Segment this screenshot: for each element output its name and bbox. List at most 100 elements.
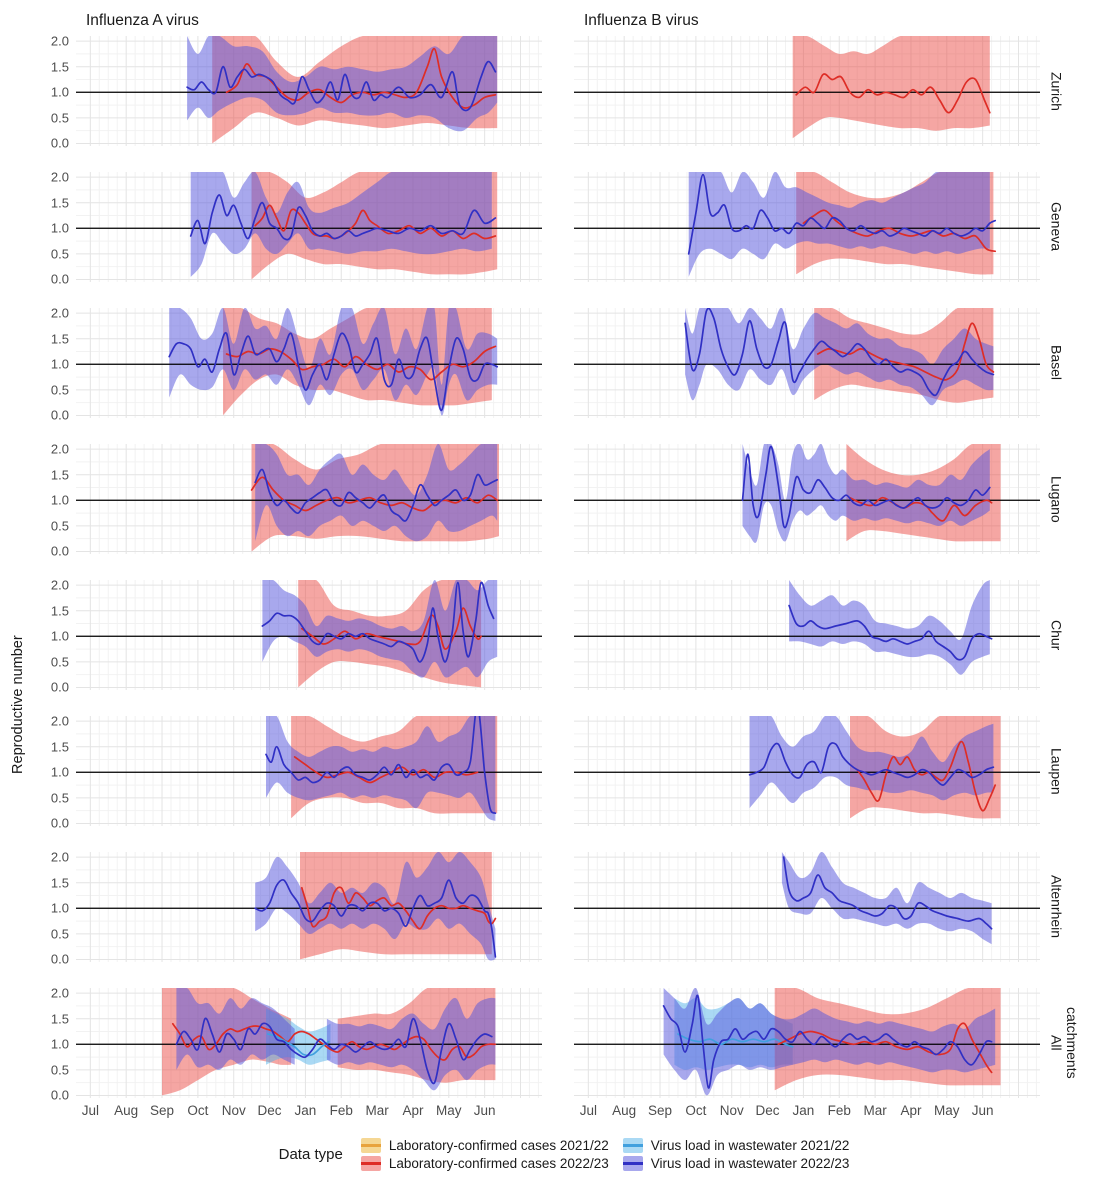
line-ww_2223 bbox=[168, 331, 499, 412]
panel-laupen-influenza-a bbox=[76, 716, 542, 826]
x-tick-label: Oct bbox=[187, 1103, 209, 1118]
ribbon-ww_2223 bbox=[255, 444, 498, 542]
y-tick-label: 0.0 bbox=[50, 679, 69, 695]
y-tick-label: 1.5 bbox=[50, 467, 69, 483]
ribbon-ww_2223 bbox=[749, 716, 994, 809]
x-tick-label: May bbox=[436, 1103, 462, 1118]
strip-cell-chur: Chur bbox=[1040, 580, 1092, 690]
legend-swatch-line-ww_2223 bbox=[622, 1162, 643, 1165]
y-tick-label: 0.0 bbox=[50, 407, 69, 423]
legend-entry-lab_2223: Laboratory-confirmed cases 2022/23 bbox=[360, 1156, 609, 1171]
line-ww_2223 bbox=[186, 60, 497, 112]
strip-cell-geneva: Geneva bbox=[1040, 172, 1092, 282]
strip-label-basel: Basel bbox=[1048, 345, 1065, 381]
legend-swatch-line-ww_2122 bbox=[622, 1144, 643, 1147]
facet-row-laupen: 0.0 0.5 1.0 1.5 2.0 Laupen bbox=[8, 714, 1120, 831]
ribbon-ww_2223 bbox=[255, 852, 496, 961]
line-ww_2223 bbox=[782, 856, 993, 930]
panel-laupen-influenza-b bbox=[574, 716, 1040, 826]
panel-chart-all-catchments-a bbox=[76, 988, 542, 1098]
line-lab_2223 bbox=[856, 740, 997, 812]
x-tick-label: Jun bbox=[473, 1103, 496, 1118]
strip-label-all-catchments: All catchments bbox=[1048, 1007, 1080, 1079]
strip-label-zurich: Zurich bbox=[1048, 71, 1065, 111]
line-lab_2223 bbox=[293, 756, 479, 784]
facet-row-geneva: 0.0 0.5 1.0 1.5 2.0 Geneva bbox=[8, 170, 1120, 287]
x-tick-label: May bbox=[934, 1103, 960, 1118]
x-axis-row: Jul Aug Sep Oct Nov Dec Jan Feb Mar Apr May Jun Jul… bbox=[8, 1100, 1120, 1126]
facet-row-zurich: 0.0 0.5 1.0 1.5 2.0 Zurich bbox=[8, 34, 1120, 151]
line-ww_2223 bbox=[175, 1017, 493, 1085]
line-lab_2223 bbox=[802, 209, 997, 253]
legend-swatch-lab_2122 bbox=[360, 1138, 381, 1153]
y-tick-label: 1.0 bbox=[50, 1036, 69, 1052]
line-ww_2223 bbox=[788, 604, 993, 661]
x-tick-label: Aug bbox=[612, 1103, 637, 1118]
line-lab_2223 bbox=[816, 322, 995, 381]
panel-chart-basel-a bbox=[76, 308, 542, 418]
legend-entry-ww_2122: Virus load in wastewater 2021/22 bbox=[622, 1138, 850, 1153]
ribbon-ww_2223 bbox=[685, 308, 994, 406]
y-tick-label: 1.5 bbox=[50, 195, 69, 211]
line-lab_2223 bbox=[795, 73, 991, 114]
facet-row-basel: 0.0 0.5 1.0 1.5 2.0 Basel bbox=[8, 306, 1120, 423]
legend-swatch-ww_2223 bbox=[622, 1156, 643, 1171]
ribbon-lab_2223 bbox=[792, 36, 990, 139]
x-axis-influenza-b: Jul Aug Sep Oct Nov Dec Jan Feb Mar Apr May Jun bbox=[574, 1100, 1040, 1126]
ribbon-ww_2223 bbox=[190, 172, 492, 277]
panel-chur-influenza-b bbox=[574, 580, 1040, 690]
strip-label-lugano: Lugano bbox=[1048, 475, 1065, 523]
facet-row-altenrhein: 0.0 0.5 1.0 1.5 2.0 Altenrhein bbox=[8, 850, 1120, 967]
x-tick-label: Apr bbox=[402, 1103, 424, 1118]
y-axis-label: Reproductive number bbox=[10, 635, 26, 774]
y-axis-ticks-basel: 0.0 0.5 1.0 1.5 2.0 bbox=[32, 306, 76, 423]
legend: Data type Laboratory-confirmed cases 202… bbox=[8, 1138, 1120, 1171]
line-ww_2223 bbox=[261, 581, 495, 663]
strip-label-chur: Chur bbox=[1048, 619, 1065, 651]
panel-chart-lugano-a bbox=[76, 444, 542, 554]
figure: Reproductive number Influenza A virus In… bbox=[8, 6, 1120, 1171]
x-tick-label: Nov bbox=[221, 1103, 246, 1118]
y-tick-label: 1.0 bbox=[50, 764, 69, 780]
x-tick-label: Jul bbox=[81, 1103, 99, 1118]
y-tick-label: 0.0 bbox=[50, 543, 69, 559]
x-axis-influenza-a: Jul Aug Sep Oct Nov Dec Jan Feb Mar Apr May Jun bbox=[76, 1100, 542, 1126]
strip-label-altenrhein: Altenrhein bbox=[1048, 875, 1065, 939]
y-tick-label: 1.5 bbox=[50, 59, 69, 75]
y-axis-label-wrap: Reproductive number bbox=[10, 6, 32, 1126]
y-tick-label: 2.0 bbox=[50, 577, 69, 593]
panel-chart-geneva-b bbox=[574, 172, 1040, 282]
panel-geneva-influenza-b bbox=[574, 172, 1040, 282]
x-tick-label: Jun bbox=[971, 1103, 994, 1118]
strip-cell-laupen: Laupen bbox=[1040, 716, 1092, 826]
y-tick-label: 0.5 bbox=[50, 246, 69, 262]
y-tick-label: 0.0 bbox=[50, 271, 69, 287]
line-ww_2223 bbox=[741, 445, 991, 529]
ribbon-ww_2223 bbox=[169, 308, 498, 416]
x-tick-label: Oct bbox=[685, 1103, 707, 1118]
facet-row-chur: 0.0 0.5 1.0 1.5 2.0 Chur bbox=[8, 577, 1120, 695]
panel-chart-basel-b bbox=[574, 308, 1040, 418]
y-tick-label: 0.0 bbox=[50, 1087, 69, 1103]
y-tick-label: 1.0 bbox=[50, 84, 69, 100]
line-ww_2223 bbox=[662, 994, 993, 1089]
panel-chart-laupen-a bbox=[76, 716, 542, 826]
legend-label-lab_2122: Laboratory-confirmed cases 2021/22 bbox=[388, 1138, 609, 1153]
panel-chart-altenrhein-b bbox=[574, 852, 1040, 962]
y-tick-label: 1.0 bbox=[50, 900, 69, 916]
legend-entry-lab_2122: Laboratory-confirmed cases 2021/22 bbox=[360, 1138, 609, 1153]
x-tick-label: Jan bbox=[792, 1103, 815, 1118]
panel-zurich-influenza-a bbox=[76, 36, 542, 146]
panel-chart-zurich-b bbox=[574, 36, 1040, 146]
y-axis-ticks-altenrhein: 0.0 0.5 1.0 1.5 2.0 bbox=[32, 850, 76, 967]
y-tick-label: 1.0 bbox=[50, 628, 69, 644]
line-ww_2223 bbox=[254, 878, 497, 958]
y-axis-ticks-geneva: 0.0 0.5 1.0 1.5 2.0 bbox=[32, 170, 76, 287]
y-tick-label: 1.5 bbox=[50, 875, 69, 891]
panel-lugano-influenza-a bbox=[76, 444, 542, 554]
line-ww_2122 bbox=[266, 1033, 330, 1057]
y-tick-label: 1.0 bbox=[50, 356, 69, 372]
panel-chart-altenrhein-a bbox=[76, 852, 542, 962]
legend-label-ww_2122: Virus load in wastewater 2021/22 bbox=[650, 1138, 850, 1153]
x-tick-label: Mar bbox=[365, 1103, 389, 1118]
